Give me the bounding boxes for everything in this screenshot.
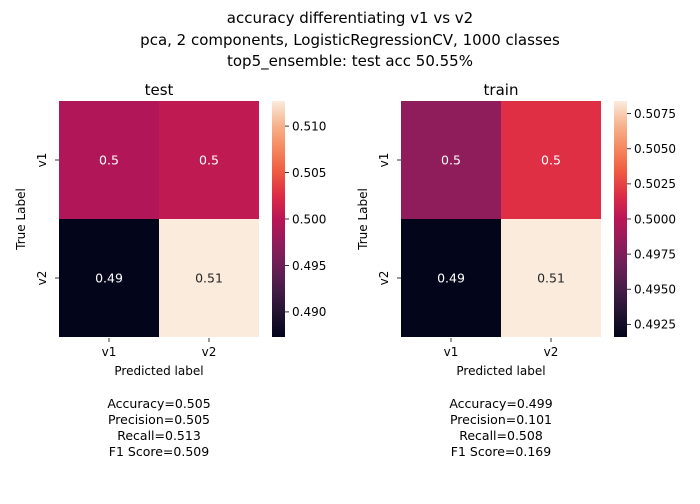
x-tick-label: v2 bbox=[202, 345, 217, 359]
x-axis: v1 v2 Predicted label bbox=[444, 338, 559, 378]
x-tick-label: v1 bbox=[444, 345, 459, 359]
heatmap-cell-v1-v1 bbox=[401, 101, 501, 219]
metric-f1-score: F1 Score=0.509 bbox=[109, 444, 209, 459]
colorbar-tick-label: 0.4950 bbox=[634, 283, 676, 297]
colorbar-tick-label: 0.510 bbox=[292, 119, 326, 133]
metric-recall: Recall=0.508 bbox=[459, 428, 543, 443]
heatmap-cells: 0.5 0.5 0.49 0.51 bbox=[59, 101, 259, 337]
figure-title: accuracy differentiating v1 vs v2 pca, 2… bbox=[140, 9, 560, 71]
colorbar-ticks: 0.490 0.495 0.500 0.505 0.510 bbox=[285, 119, 326, 319]
metrics-text: Accuracy=0.499 Precision=0.101 Recall=0.… bbox=[449, 396, 552, 459]
test-panel: test 0.5 0.5 0.49 0.51 v1 v2 Predicted labe… bbox=[14, 81, 326, 459]
cell-annotation: 0.5 bbox=[99, 153, 119, 168]
y-tick-label: v1 bbox=[35, 153, 49, 168]
metric-precision: Precision=0.101 bbox=[450, 412, 552, 427]
cell-annotation: 0.49 bbox=[95, 271, 123, 286]
colorbar: 0.490 0.495 0.500 0.505 0.510 bbox=[272, 101, 326, 337]
colorbar-gradient bbox=[614, 101, 627, 337]
colorbar-ticks: 0.4925 0.4950 0.4975 0.5000 0.5025 0.5050 0.50… bbox=[627, 107, 676, 332]
heatmap-cells: 0.5 0.5 0.49 0.51 bbox=[401, 101, 601, 337]
heatmap-cell-v2-v1 bbox=[59, 219, 159, 337]
colorbar-tick-label: 0.4975 bbox=[634, 247, 676, 261]
heatmap-cell-v2-v2 bbox=[159, 219, 259, 337]
x-axis-label: Predicted label bbox=[114, 364, 203, 378]
colorbar-tick-label: 0.5000 bbox=[634, 212, 676, 226]
cell-annotation: 0.5 bbox=[199, 153, 219, 168]
colorbar-gradient bbox=[272, 101, 285, 337]
y-axis: v1 v2 True Label bbox=[356, 153, 401, 286]
heatmap-cell-v2-v1 bbox=[401, 219, 501, 337]
metric-f1-score: F1 Score=0.169 bbox=[451, 444, 551, 459]
y-tick-label: v2 bbox=[377, 271, 391, 286]
colorbar-tick-label: 0.5075 bbox=[634, 107, 676, 121]
figure-title-line-2: pca, 2 components, LogisticRegressionCV,… bbox=[140, 31, 560, 49]
metric-accuracy: Accuracy=0.505 bbox=[107, 396, 210, 411]
heatmap-cell-v1-v1 bbox=[59, 101, 159, 219]
panel-title: train bbox=[484, 81, 519, 99]
metric-precision: Precision=0.505 bbox=[108, 412, 210, 427]
x-tick-label: v2 bbox=[544, 345, 559, 359]
heatmap-cell-v1-v2 bbox=[501, 101, 601, 219]
colorbar: 0.4925 0.4950 0.4975 0.5000 0.5025 0.5050 0.50… bbox=[614, 101, 676, 337]
figure-title-line-3: top5_ensemble: test acc 50.55% bbox=[227, 52, 473, 71]
y-tick-label: v1 bbox=[377, 153, 391, 168]
colorbar-tick-label: 0.495 bbox=[292, 259, 326, 273]
colorbar-tick-label: 0.5025 bbox=[634, 177, 676, 191]
colorbar-tick-label: 0.505 bbox=[292, 166, 326, 180]
colorbar-tick-label: 0.4925 bbox=[634, 318, 676, 332]
train-panel: train 0.5 0.5 0.49 0.51 v1 v2 Predicted lab… bbox=[356, 81, 676, 459]
colorbar-tick-label: 0.490 bbox=[292, 305, 326, 319]
cell-annotation: 0.51 bbox=[195, 271, 223, 286]
metric-recall: Recall=0.513 bbox=[117, 428, 201, 443]
panel-title: test bbox=[145, 81, 174, 99]
x-tick-label: v1 bbox=[102, 345, 117, 359]
y-tick-label: v2 bbox=[35, 271, 49, 286]
cell-annotation: 0.49 bbox=[437, 271, 465, 286]
cell-annotation: 0.51 bbox=[537, 271, 565, 286]
metric-accuracy: Accuracy=0.499 bbox=[449, 396, 552, 411]
x-axis: v1 v2 Predicted label bbox=[102, 338, 217, 378]
cell-annotation: 0.5 bbox=[441, 153, 461, 168]
y-axis-label: True Label bbox=[356, 188, 370, 251]
colorbar-tick-label: 0.500 bbox=[292, 212, 326, 226]
metrics-text: Accuracy=0.505 Precision=0.505 Recall=0.… bbox=[107, 396, 210, 459]
x-axis-label: Predicted label bbox=[456, 364, 545, 378]
y-axis-label: True Label bbox=[14, 188, 28, 251]
y-axis: v1 v2 True Label bbox=[14, 153, 59, 286]
cell-annotation: 0.5 bbox=[541, 153, 561, 168]
heatmap-cell-v2-v2 bbox=[501, 219, 601, 337]
colorbar-tick-label: 0.5050 bbox=[634, 142, 676, 156]
figure-title-line-1: accuracy differentiating v1 vs v2 bbox=[227, 9, 473, 27]
heatmap-cell-v1-v2 bbox=[159, 101, 259, 219]
